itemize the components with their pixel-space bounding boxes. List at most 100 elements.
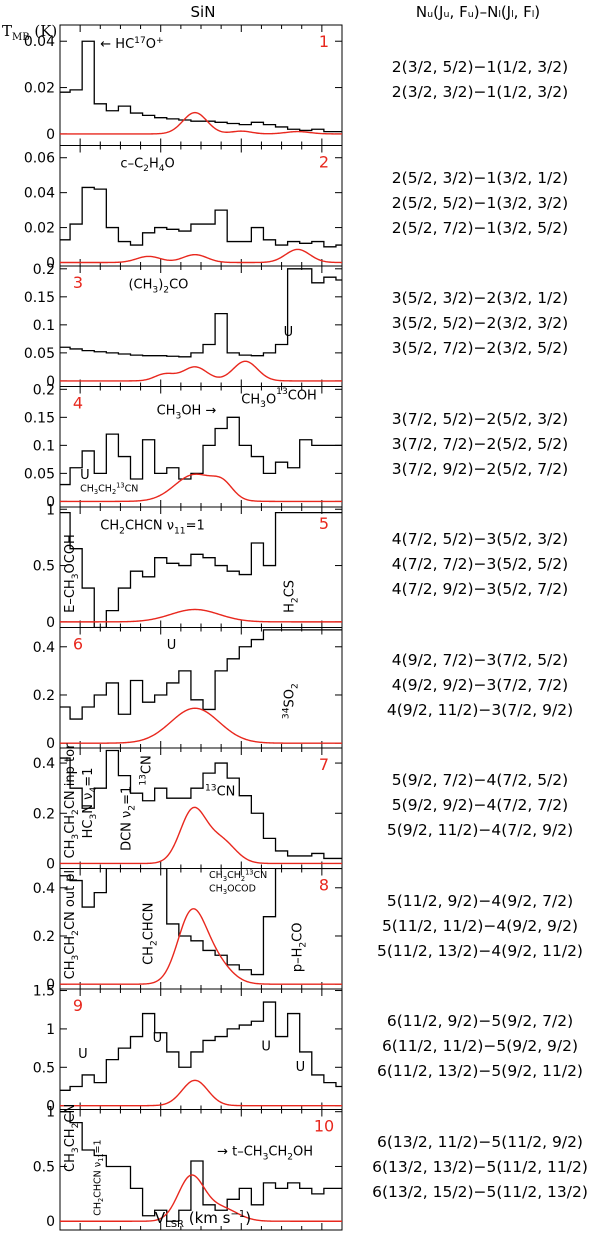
label-rest: CH: [63, 815, 78, 834]
label-sub: 2: [71, 1123, 81, 1129]
label-sub: 2: [299, 942, 309, 948]
qn-line: 4(7/2, 9/2)−3(5/2, 7/2): [391, 580, 569, 598]
molecule-label: CH3CH2CN: [63, 1104, 81, 1172]
label-sub: 2: [71, 809, 81, 815]
qn-line: 2(5/2, 3/2)−1(3/2, 1/2): [391, 168, 569, 187]
label-rest: CH: [63, 1128, 78, 1147]
qn-line: 6(11/2, 9/2)−5(9/2, 7/2): [386, 1012, 574, 1030]
y-tick-label: 0: [46, 736, 55, 752]
y-tick-label: 0.04: [24, 186, 55, 202]
label-text: U: [296, 1060, 306, 1075]
panel-number: 10: [314, 1117, 334, 1136]
label-rest: CN out pl: [63, 870, 78, 930]
column-title: SiN: [191, 3, 216, 21]
qn-line: 2(5/2, 7/2)−1(3/2, 5/2): [391, 218, 569, 237]
qn-header: Nᵤ(Jᵤ, Fᵤ)–Nₗ(Jₗ, Fₗ): [416, 3, 540, 21]
label-text: CH: [63, 961, 78, 980]
y-tick-label: 0.05: [24, 466, 55, 482]
y-tick-label: 0.05: [24, 346, 55, 362]
spectrum-panel-6: 0 0.2 0.4 6 U 34SO2: [33, 627, 343, 752]
qn-line: 4(7/2, 7/2)−3(5/2, 5/2): [391, 555, 569, 573]
label-text: CH: [63, 1153, 78, 1172]
model-spectrum-line: [60, 707, 342, 744]
label-text: CH: [241, 392, 260, 407]
qn-line: 6(13/2, 11/2)−5(11/2, 9/2): [377, 1132, 583, 1151]
label-rest: ): [158, 277, 163, 292]
observed-spectrum-step: [60, 868, 342, 976]
qn-line: 5(11/2, 9/2)−4(9/2, 7/2): [386, 891, 574, 910]
observed-spectrum-step: [60, 511, 342, 628]
y-tick-label: 0: [46, 856, 55, 872]
model-spectrum-line: [60, 360, 342, 382]
label-sup: 34: [281, 707, 291, 719]
molecule-label: U: [167, 638, 177, 653]
observed-spectrum-step: [60, 268, 342, 358]
label-rest: O: [146, 37, 156, 52]
qn-group-8: 5(11/2, 9/2)−4(9/2, 7/2) 5(11/2, 11/2)−4(…: [360, 889, 600, 964]
label-sub: 4: [159, 164, 165, 174]
qn-group-10: 6(13/2, 11/2)−5(11/2, 9/2) 6(13/2, 13/2)−…: [360, 1130, 600, 1205]
panel-frame: [59, 747, 343, 869]
qn-line: 3(7/2, 5/2)−2(5/2, 3/2): [391, 409, 569, 428]
model-spectrum-line: [60, 806, 342, 865]
label-sup: 13: [245, 868, 253, 876]
molecule-label: ← HC17O+: [100, 36, 163, 52]
label-text: U: [80, 468, 90, 483]
y-tick-label: 0.4: [33, 756, 55, 772]
label-sup: 13: [138, 774, 148, 786]
qn-line: 6(11/2, 11/2)−5(9/2, 9/2): [381, 1037, 579, 1055]
label-text: CH: [142, 946, 157, 965]
label-rest: OH: [293, 1145, 313, 1160]
label-text: CH: [209, 870, 223, 881]
qn-line: 2(3/2, 3/2)−1(1/2, 3/2): [391, 83, 569, 101]
model-spectrum-line: [60, 908, 342, 985]
observed-spectrum-step: [60, 1001, 342, 1091]
label-sup: 13: [205, 783, 217, 793]
molecule-label: CH2CHCN: [142, 903, 160, 965]
spectrum-panel-2: 00.020.040.06 2c–C2H4O: [24, 145, 343, 272]
label-text: U: [284, 325, 294, 340]
plot-area: [60, 268, 342, 382]
plot-area: [60, 629, 342, 744]
label-sub: 3: [89, 814, 99, 820]
qn-group-3: 3(5/2, 3/2)−2(3/2, 1/2) 3(5/2, 5/2)−2(3/2…: [360, 286, 600, 361]
molecule-label: DCN ν2=1: [120, 786, 138, 851]
label-sub: 3: [71, 573, 81, 579]
label-sub: 3: [176, 411, 182, 421]
label-text: CH: [100, 519, 119, 534]
label-rest: =1: [92, 1139, 103, 1153]
label-sup: +: [156, 36, 164, 46]
label-sub: 2: [287, 1152, 293, 1162]
plot-area: [60, 416, 342, 503]
label-sub: 3: [223, 875, 227, 883]
y-tick-label: 0.02: [24, 81, 55, 97]
y-tick-label: 0.15: [24, 290, 55, 306]
label-text: CH: [80, 483, 94, 494]
qn-line: 3(7/2, 7/2)−2(5/2, 5/2): [391, 434, 569, 453]
y-tick-label: 0.06: [24, 151, 55, 167]
label-text: CH: [209, 883, 223, 894]
plot-area: [60, 186, 342, 264]
qn-line: 6(13/2, 15/2)−5(11/2, 13/2): [372, 1182, 588, 1201]
y-tick-label: 0.4: [33, 640, 55, 656]
label-text: c–C: [120, 156, 143, 171]
qn-line: 4(9/2, 9/2)−3(7/2, 7/2): [391, 675, 569, 694]
molecule-label: U: [78, 1047, 88, 1062]
label-rest: CN: [125, 483, 139, 494]
label-rest: =1: [81, 768, 96, 787]
plot-area: [60, 40, 342, 135]
y-tick-label: 0.5: [33, 1159, 55, 1175]
qn-group-4: 3(7/2, 5/2)−2(5/2, 3/2) 3(7/2, 7/2)−2(5/2…: [360, 407, 600, 482]
y-tick-label: 0.1: [33, 318, 55, 334]
label-rest: CH: [268, 1145, 287, 1160]
label-text: U: [261, 1039, 271, 1054]
qn-line: 4(7/2, 5/2)−3(5/2, 3/2): [391, 530, 569, 548]
observed-spectrum-step: [60, 186, 342, 248]
label-text: CH: [92, 1202, 103, 1216]
y-tick-label: 0.2: [33, 382, 55, 398]
label-text: U: [153, 1031, 163, 1046]
y-tick-label: 0.4: [33, 881, 55, 897]
label-rest: CN: [254, 870, 268, 881]
label-rest: CS: [283, 580, 298, 597]
